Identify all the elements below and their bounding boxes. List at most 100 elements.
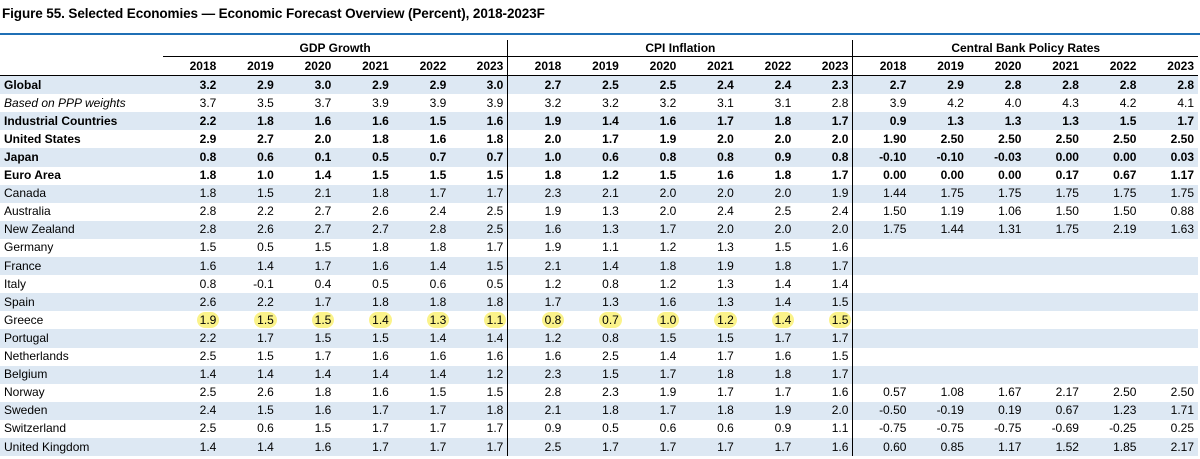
cell-rates: 2.8 xyxy=(1082,75,1141,95)
highlighted-value: 1.5 xyxy=(311,311,335,328)
row-label: Norway xyxy=(4,385,45,400)
cell-rates: -0.19 xyxy=(910,401,968,420)
cell-gdp: 1.5 xyxy=(450,257,508,276)
year-header: 2020 xyxy=(967,56,1026,77)
cell-gdp: 2.0 xyxy=(314,131,332,146)
table-row: Global 3.2 2.9 3.0 2.9 2.9 3.0 2.7 2.5 2.5 2.4 2.4 2… xyxy=(0,75,1198,95)
row-label: United States xyxy=(4,131,81,146)
cell-rates xyxy=(968,275,1026,293)
cell-gdp: 2.7 xyxy=(314,204,332,219)
year-header: 2019 xyxy=(220,56,278,77)
cell-cpi: 2.5 xyxy=(774,204,792,219)
cell-cpi: 1.3 xyxy=(602,204,619,219)
cell-cpi: 2.5 xyxy=(565,75,623,95)
cell-gdp: 1.8 xyxy=(450,293,508,312)
cell-rates xyxy=(910,239,968,257)
cell-cpi: 1.7 xyxy=(622,220,681,239)
cell-gdp: 1.7 xyxy=(220,329,278,348)
year-header: 2023 xyxy=(450,56,508,77)
cell-rates xyxy=(967,329,1026,348)
cell-rates xyxy=(1025,348,1083,366)
cell-rates: 1.75 xyxy=(852,220,911,239)
cell-rates: 1.23 xyxy=(1082,401,1141,420)
cell-rates: 2.17 xyxy=(1140,437,1198,457)
cell-rates: 2.50 xyxy=(1170,385,1194,400)
cell-gdp: 2.2 xyxy=(162,112,221,131)
group-cpi-inflation: CPI Inflation xyxy=(507,40,853,57)
cell-gdp: 2.5 xyxy=(450,220,508,239)
cell-rates xyxy=(968,348,1026,366)
cell-rates: 4.3 xyxy=(1062,95,1079,110)
group-header-row: GDP Growth CPI Inflation Central Bank Po… xyxy=(0,40,1198,57)
cell-rates: 1.75 xyxy=(1140,184,1198,203)
cell-rates: 1.50 xyxy=(1055,204,1079,219)
cell-gdp: 1.6 xyxy=(335,112,393,131)
cell-cpi: 1.0 xyxy=(623,311,681,329)
cell-gdp: 2.4 xyxy=(429,204,447,219)
cell-cpi: 2.0 xyxy=(622,184,681,203)
cell-cpi: 0.6 xyxy=(565,148,623,167)
cell-cpi: 2.0 xyxy=(659,204,677,219)
cell-rates: 1.75 xyxy=(1025,220,1083,239)
cell-cpi: 2.3 xyxy=(507,184,566,203)
cell-gdp: 1.4 xyxy=(335,365,393,384)
highlighted-value: 1.2 xyxy=(714,311,737,328)
cell-rates xyxy=(852,329,911,348)
table-row: Portugal 2.2 1.7 1.5 1.5 1.4 1.4 1.2 0.8 1.5 1.5 1.… xyxy=(0,329,1198,348)
cell-cpi: 0.8 xyxy=(680,148,738,167)
row-label: Greece xyxy=(4,312,44,327)
cell-cpi: 1.5 xyxy=(795,293,853,312)
cell-gdp: 0.4 xyxy=(314,276,332,291)
highlighted-value: 1.1 xyxy=(483,311,507,328)
cell-rates: 0.03 xyxy=(1140,148,1198,167)
cell-gdp: 1.6 xyxy=(486,349,504,364)
cell-gdp: 1.6 xyxy=(429,349,447,364)
row-label: Belgium xyxy=(0,365,163,384)
table-row: United States 2.9 2.7 2.0 1.8 1.6 1.8 2.0 1.7 1.9… xyxy=(0,130,1198,149)
cell-gdp: 2.9 xyxy=(392,75,451,95)
cell-cpi: 3.2 xyxy=(507,94,566,113)
highlighted-value: 1.4 xyxy=(369,311,392,328)
cell-rates: 0.60 xyxy=(852,437,911,457)
cell-cpi: 1.5 xyxy=(622,329,681,348)
cell-gdp: 1.5 xyxy=(335,329,393,348)
cell-gdp: 2.2 xyxy=(257,204,274,219)
cell-rates: -0.50 xyxy=(852,401,911,420)
row-label: Euro Area xyxy=(4,168,61,183)
cell-rates: 1.50 xyxy=(1113,204,1137,219)
cell-gdp: 1.8 xyxy=(429,240,447,255)
cell-rates: 1.3 xyxy=(1025,112,1083,131)
cell-rates: -0.25 xyxy=(1109,421,1137,436)
table-row: Japan 0.8 0.6 0.1 0.5 0.7 0.7 1.0 0.6 0.8 0.8 0.9 0.… xyxy=(0,148,1198,167)
cell-rates xyxy=(852,347,911,366)
cell-rates xyxy=(852,365,911,384)
highlighted-value: 0.7 xyxy=(599,311,622,328)
cell-rates: 2.9 xyxy=(910,75,968,95)
cell-rates xyxy=(910,365,968,384)
cell-cpi: 2.3 xyxy=(507,365,566,384)
cell-cpi: 3.2 xyxy=(602,95,619,110)
cell-rates xyxy=(1083,348,1141,366)
cell-gdp: 1.9 xyxy=(163,311,221,329)
cell-rates: 3.9 xyxy=(852,94,911,113)
cell-gdp: 3.5 xyxy=(257,95,274,110)
cell-cpi: 1.9 xyxy=(680,257,738,276)
cell-gdp: 0.6 xyxy=(220,148,278,167)
cell-rates: 1.90 xyxy=(852,130,911,149)
cell-gdp: 0.1 xyxy=(277,148,336,167)
cell-gdp: 1.0 xyxy=(257,168,274,183)
figure-title: Figure 55. Selected Economies — Economic… xyxy=(2,6,545,21)
cell-gdp: 2.5 xyxy=(199,385,217,400)
table-row: Industrial Countries 2.2 1.8 1.6 1.6 1.5 1.6 1.… xyxy=(0,112,1198,131)
cell-cpi: 2.4 xyxy=(737,75,796,95)
cell-gdp: 0.8 xyxy=(162,148,221,167)
cell-cpi: 1.5 xyxy=(659,168,677,183)
cell-gdp: 2.5 xyxy=(199,421,217,436)
cell-gdp: 1.4 xyxy=(220,437,278,457)
cell-gdp: 0.5 xyxy=(335,148,393,167)
cell-cpi: 1.7 xyxy=(602,131,619,146)
year-header: 2020 xyxy=(277,56,336,77)
cell-cpi: 1.7 xyxy=(737,437,796,457)
cell-rates: 0.00 xyxy=(940,168,964,183)
cell-rates: -0.10 xyxy=(910,148,968,167)
